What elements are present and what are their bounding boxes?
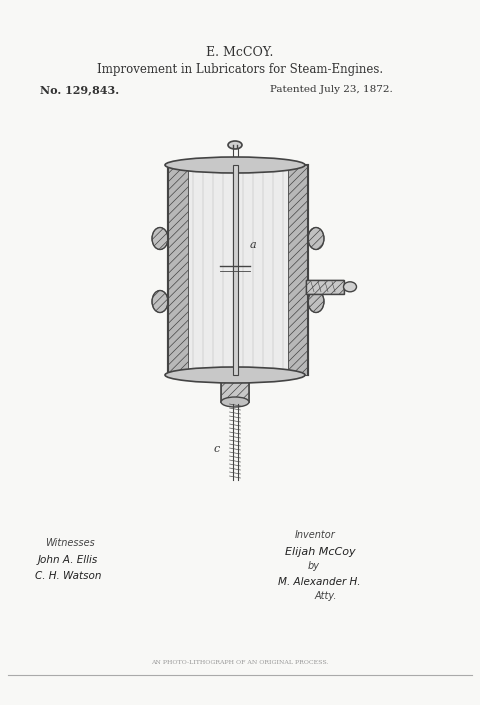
Text: AN PHOTO-LITHOGRAPH OF AN ORIGINAL PROCESS.: AN PHOTO-LITHOGRAPH OF AN ORIGINAL PROCE… — [151, 659, 329, 665]
Text: Improvement in Lubricators for Steam-Engines.: Improvement in Lubricators for Steam-Eng… — [97, 63, 383, 77]
Text: E. McCOY.: E. McCOY. — [206, 46, 274, 59]
Text: Atty.: Atty. — [315, 591, 337, 601]
Ellipse shape — [308, 228, 324, 250]
Ellipse shape — [152, 290, 168, 312]
Ellipse shape — [308, 290, 324, 312]
Bar — [306, 280, 344, 294]
Text: Elijah McCoy: Elijah McCoy — [285, 547, 356, 557]
Text: Witnesses: Witnesses — [45, 538, 95, 548]
Text: a: a — [250, 240, 256, 250]
Bar — [306, 280, 344, 294]
Bar — [168, 165, 188, 375]
Text: No. 129,843.: No. 129,843. — [40, 85, 119, 95]
Text: John A. Ellis: John A. Ellis — [38, 555, 98, 565]
Bar — [221, 377, 249, 402]
Bar — [168, 165, 308, 375]
Text: by: by — [308, 561, 320, 571]
Text: Inventor: Inventor — [295, 530, 336, 540]
Ellipse shape — [221, 397, 249, 407]
Text: c: c — [214, 444, 220, 454]
Text: Patented July 23, 1872.: Patented July 23, 1872. — [270, 85, 393, 94]
Bar — [232, 165, 238, 375]
Ellipse shape — [228, 141, 242, 149]
Ellipse shape — [165, 367, 305, 383]
Text: C. H. Watson: C. H. Watson — [35, 571, 101, 581]
Ellipse shape — [165, 157, 305, 173]
Ellipse shape — [344, 282, 357, 292]
Text: M. Alexander H.: M. Alexander H. — [278, 577, 360, 587]
Bar — [188, 165, 288, 375]
Bar — [221, 377, 249, 402]
Ellipse shape — [152, 228, 168, 250]
Bar — [288, 165, 308, 375]
